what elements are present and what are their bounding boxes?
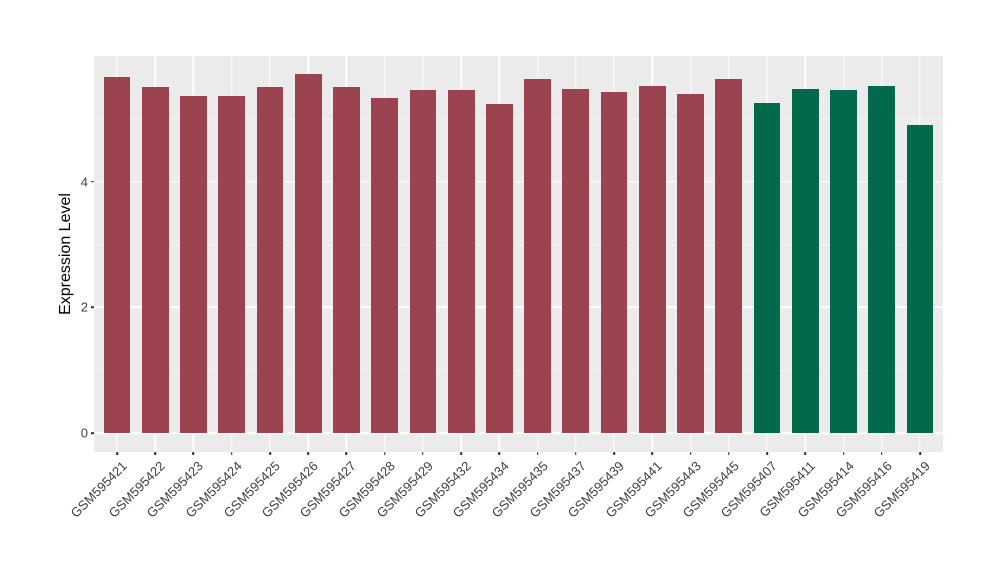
bar-GSM595407 [753, 103, 781, 434]
bar-GSM595426 [294, 74, 322, 434]
x-axis-tick [498, 452, 501, 455]
x-axis-tick [192, 452, 195, 455]
y-axis-tick-label: 0 [80, 425, 88, 441]
bar-GSM595432 [447, 89, 475, 434]
bar-GSM595439 [600, 92, 628, 434]
plot-panel [94, 56, 943, 452]
x-axis-tick [460, 452, 462, 455]
bar-GSM595424 [218, 95, 246, 434]
bar-GSM595441 [638, 85, 666, 434]
bar-GSM595423 [180, 96, 207, 434]
bar-GSM595416 [868, 86, 896, 434]
bar-GSM595422 [141, 86, 169, 434]
x-axis-tick [881, 452, 883, 455]
bar-GSM595428 [371, 98, 399, 434]
x-axis-tick [575, 452, 577, 455]
x-axis-tick [422, 452, 424, 455]
x-axis-tick [842, 452, 845, 455]
y-minor-gridline [94, 244, 943, 246]
y-major-gridline [94, 180, 943, 183]
x-axis-tick [230, 452, 233, 455]
y-axis-tick-label: 2 [80, 299, 88, 315]
bar-GSM595427 [333, 86, 360, 434]
x-axis-tick [345, 452, 348, 455]
bar-GSM595414 [830, 89, 857, 434]
bar-GSM595435 [524, 79, 551, 434]
bar-GSM595437 [562, 89, 590, 434]
bar-GSM595443 [677, 93, 704, 434]
y-major-gridline [94, 432, 943, 434]
bar-GSM595421 [103, 76, 131, 434]
x-axis-tick [383, 452, 386, 455]
y-major-gridline [94, 306, 943, 309]
y-minor-gridline [94, 118, 943, 120]
y-axis-tick [91, 180, 94, 183]
x-axis-tick [154, 452, 156, 455]
x-axis-tick [804, 452, 807, 455]
bar-GSM595429 [409, 89, 437, 434]
bar-GSM595425 [256, 87, 284, 434]
x-axis-tick [613, 452, 615, 455]
x-axis-tick [651, 452, 654, 455]
bar-GSM595434 [485, 104, 513, 434]
x-axis-tick [766, 452, 768, 455]
y-axis-title: Expression Level [57, 193, 74, 315]
bar-GSM595445 [715, 79, 743, 434]
y-axis-tick [91, 432, 94, 434]
x-axis-tick [116, 452, 118, 455]
x-axis-tick [269, 452, 271, 455]
y-minor-gridline [94, 369, 943, 371]
bar-GSM595411 [791, 88, 819, 434]
x-axis-tick [307, 452, 309, 455]
bar-GSM595419 [906, 124, 934, 434]
x-axis-tick [689, 452, 692, 455]
x-axis-tick [728, 452, 730, 455]
x-axis-tick [536, 452, 539, 455]
y-axis-tick [91, 306, 94, 309]
x-axis-tick [919, 452, 921, 455]
y-axis-tick-label: 4 [80, 174, 88, 190]
